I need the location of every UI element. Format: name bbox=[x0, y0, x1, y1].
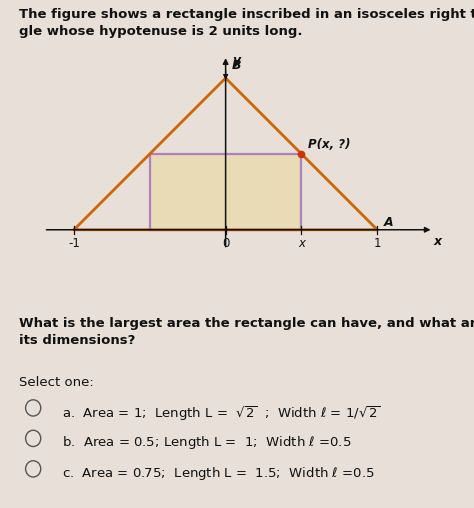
Text: x: x bbox=[434, 235, 442, 248]
Text: B: B bbox=[232, 59, 241, 72]
Text: What is the largest area the rectangle can have, and what are
its dimensions?: What is the largest area the rectangle c… bbox=[19, 318, 474, 347]
Bar bbox=[150, 154, 301, 230]
Text: c.  Area = 0.75;  Length L =  1.5;  Width $\ell$ =0.5: c. Area = 0.75; Length L = 1.5; Width $\… bbox=[62, 465, 374, 482]
Text: b.  Area = 0.5; Length L =  1;  Width $\ell$ =0.5: b. Area = 0.5; Length L = 1; Width $\ell… bbox=[62, 434, 351, 451]
Text: y: y bbox=[233, 54, 241, 67]
Text: 0: 0 bbox=[222, 237, 229, 250]
Text: P(x, ?): P(x, ?) bbox=[308, 138, 350, 151]
Text: Select one:: Select one: bbox=[19, 376, 94, 389]
Text: The figure shows a rectangle inscribed in an isosceles right trian-
gle whose hy: The figure shows a rectangle inscribed i… bbox=[19, 8, 474, 38]
Text: A: A bbox=[383, 216, 393, 229]
Text: -1: -1 bbox=[68, 237, 80, 250]
Text: x: x bbox=[298, 237, 305, 250]
Text: 1: 1 bbox=[374, 237, 381, 250]
Text: a.  Area = 1;  Length L =  $\sqrt{2}$  ;  Width $\ell$ = 1/$\sqrt{2}$: a. Area = 1; Length L = $\sqrt{2}$ ; Wid… bbox=[62, 404, 380, 423]
